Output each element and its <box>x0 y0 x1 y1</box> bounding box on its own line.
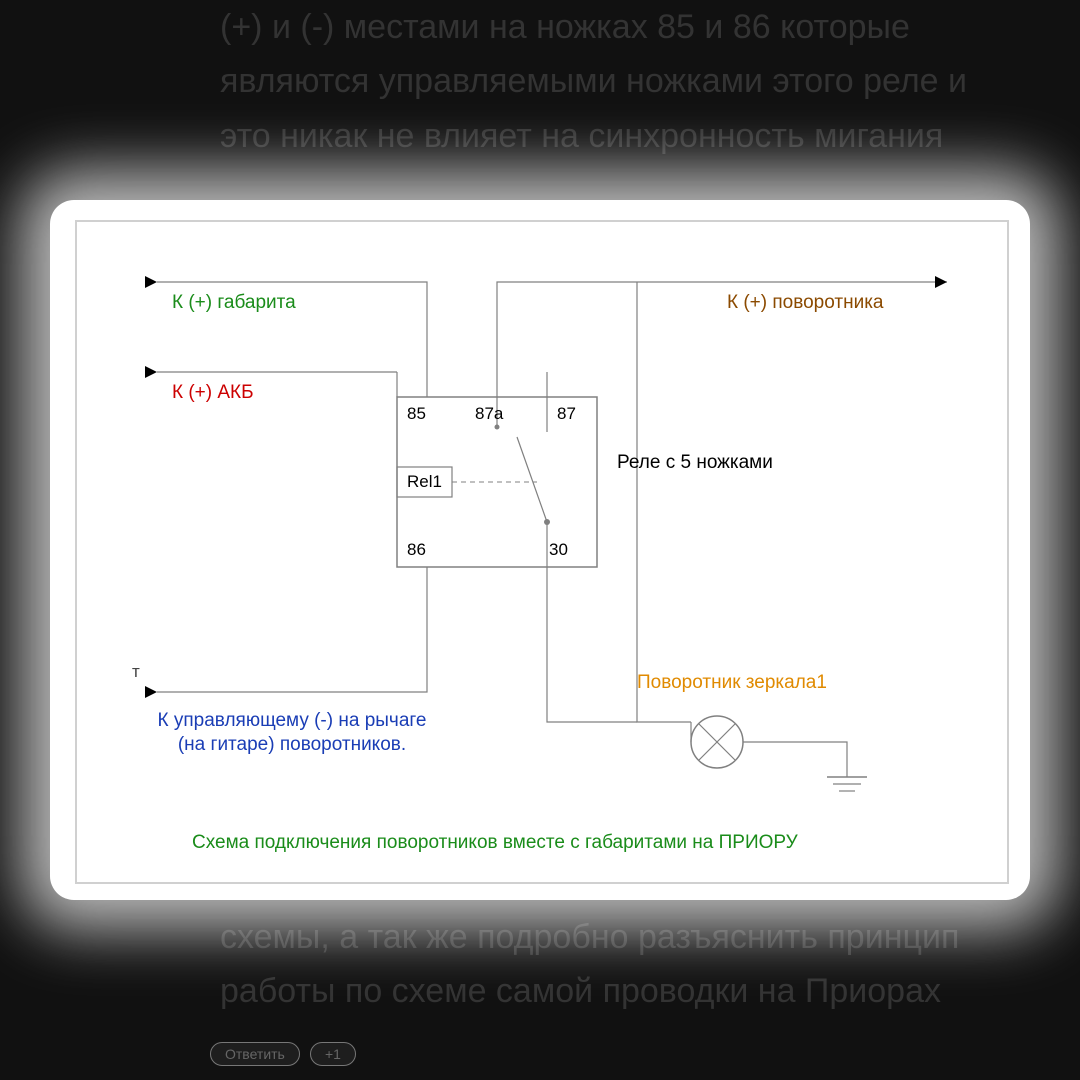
label-akb: К (+) АКБ <box>172 382 254 404</box>
pin-87a: 87a <box>475 404 503 424</box>
reply-button[interactable]: Ответить <box>210 1042 300 1066</box>
dimmed-text-top: (+) и (-) местами на ножках 85 и 86 кото… <box>220 0 980 163</box>
label-povorotnik: К (+) поворотника <box>727 292 884 314</box>
page-root: (+) и (-) местами на ножках 85 и 86 кото… <box>0 0 1080 1080</box>
label-control-1: К управляющему (-) на рычаге <box>158 710 427 732</box>
diagram-panel: К (+) габарита К (+) поворотника К (+) А… <box>75 220 1009 884</box>
pin-85: 85 <box>407 404 426 424</box>
diagram-title: Схема подключения поворотников вместе с … <box>192 832 798 854</box>
label-control-2: (на гитаре) поворотников. <box>178 734 406 756</box>
label-t: т <box>132 662 140 682</box>
relay-label: Реле с 5 ножками <box>617 452 773 474</box>
label-mirror: Поворотник зеркала1 <box>637 672 827 694</box>
pin-87: 87 <box>557 404 576 424</box>
relay-name: Rel1 <box>407 472 442 492</box>
pin-86: 86 <box>407 540 426 560</box>
dimmed-text-bottom: схемы, а так же подробно разъяснить прин… <box>220 910 980 1019</box>
label-gabarit: К (+) габарита <box>172 292 296 314</box>
wiring-svg <box>77 222 1007 882</box>
plus-one-button[interactable]: +1 <box>310 1042 356 1066</box>
pin-30: 30 <box>549 540 568 560</box>
